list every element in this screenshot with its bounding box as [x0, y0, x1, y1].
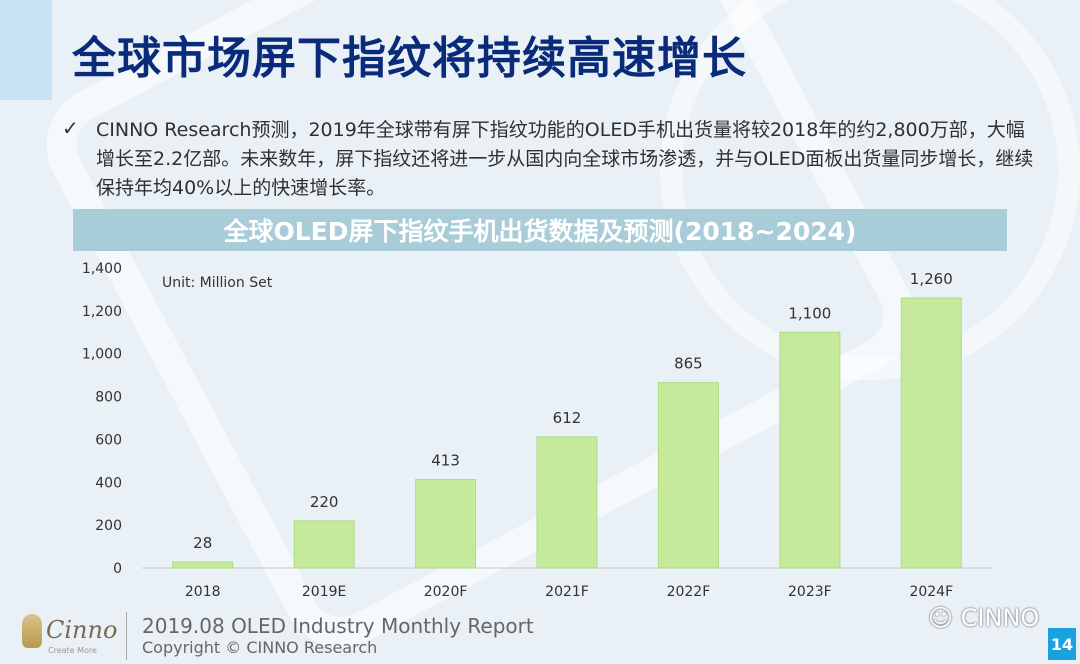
cinno-logo-icon — [22, 614, 42, 648]
footer-divider — [126, 612, 127, 660]
chart-title: 全球OLED屏下指纹手机出货数据及预测(2018~2024) — [223, 217, 857, 246]
category-label: 2023F — [788, 584, 832, 600]
category-label: 2019E — [302, 584, 346, 600]
bar-2022F — [657, 382, 719, 569]
value-label: 413 — [431, 452, 460, 470]
value-label: 612 — [553, 409, 582, 427]
category-label: 2022F — [667, 584, 711, 600]
bar-2018 — [172, 561, 234, 569]
wechat-icon: ☺ — [928, 604, 961, 632]
y-tick-label: 1,000 — [82, 347, 122, 363]
bar-2023F — [779, 331, 841, 569]
bar-2020F — [415, 479, 477, 569]
category-label: 2018 — [185, 584, 221, 600]
value-label: 865 — [674, 355, 703, 373]
y-tick-label: 1,400 — [82, 261, 122, 277]
bullet-point: ✓ CINNO Research预测，2019年全球带有屏下指纹功能的OLED手… — [62, 116, 1042, 203]
y-tick-label: 800 — [95, 390, 122, 406]
y-tick-label: 400 — [95, 475, 122, 491]
footer-report-title: 2019.08 OLED Industry Monthly Report — [142, 614, 534, 638]
wechat-watermark: ☺ CINNO — [928, 604, 1039, 632]
y-tick-label: 600 — [95, 432, 122, 448]
corner-accent — [0, 0, 52, 100]
y-tick-label: 0 — [113, 561, 122, 577]
bullet-text: CINNO Research预测，2019年全球带有屏下指纹功能的OLED手机出… — [96, 119, 1034, 199]
category-label: 2024F — [909, 584, 953, 600]
bar-2021F — [536, 436, 598, 569]
check-icon: ✓ — [62, 116, 79, 140]
value-label: 1,260 — [910, 270, 953, 288]
chart-title-banner: 全球OLED屏下指纹手机出货数据及预测(2018~2024) — [73, 209, 1007, 251]
bar-2024F — [900, 297, 962, 569]
value-label: 220 — [310, 493, 339, 511]
unit-label: Unit: Million Set — [162, 275, 273, 291]
category-label: 2021F — [545, 584, 589, 600]
bar-2019E — [293, 520, 355, 569]
value-label: 28 — [193, 534, 212, 552]
footer-copyright: Copyright © CINNO Research — [142, 638, 378, 657]
page-number: 14 — [1048, 628, 1076, 660]
category-label: 2020F — [424, 584, 468, 600]
y-tick-label: 1,200 — [82, 304, 122, 320]
logo-tagline: Create More — [48, 646, 97, 655]
logo-name: Cinno — [46, 616, 118, 644]
slide-title: 全球市场屏下指纹将持续高速增长 — [72, 33, 747, 84]
value-label: 1,100 — [788, 304, 831, 322]
wechat-label: CINNO — [960, 604, 1040, 632]
y-tick-label: 200 — [95, 518, 122, 534]
